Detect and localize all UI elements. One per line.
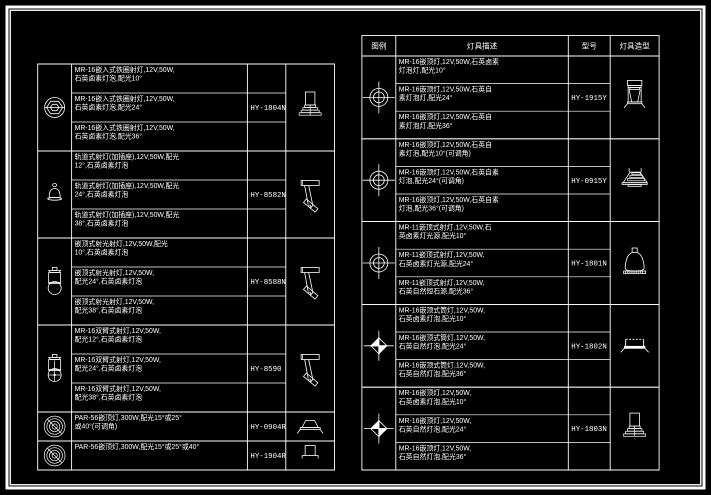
svg-text:轨道式射灯(加插座),12V,50W,配光: 轨道式射灯(加插座),12V,50W,配光 [75,181,180,190]
svg-text:PAR-56嵌顶灯,300W,配光15°或25°或40°: PAR-56嵌顶灯,300W,配光15°或25°或40° [75,442,200,451]
svg-text:MR-16嵌顶灯,12V,50W,石英自: MR-16嵌顶灯,12V,50W,石英自 [399,140,492,149]
svg-text:MR-11嵌顶式射灯,12V,50W,石: MR-11嵌顶式射灯,12V,50W,石 [399,223,492,232]
svg-text:配光24°,石英卤素灯泡: 配光24°,石英卤素灯泡 [75,277,143,286]
svg-text:MR-16嵌顶灯,12V,50W,石英自素: MR-16嵌顶灯,12V,50W,石英自素 [399,167,499,176]
svg-text:石英卤素灯泡,配光24°: 石英卤素灯泡,配光24° [75,103,143,112]
svg-text:HY-0915Y: HY-0915Y [571,178,607,186]
svg-text:MR-16嵌顶灯,12V,50W,石英自: MR-16嵌顶灯,12V,50W,石英自 [399,112,492,121]
svg-text:12°,石英卤素灯泡: 12°,石英卤素灯泡 [75,161,129,170]
svg-text:配光38°,石英卤素灯泡: 配光38°,石英卤素灯泡 [75,306,143,315]
svg-text:MR-16嵌顶灯,12V,50W,: MR-16嵌顶灯,12V,50W, [399,416,472,425]
svg-text:MR-16嵌顶式筒灯,12V,50W,: MR-16嵌顶式筒灯,12V,50W, [399,305,485,314]
svg-text:石英卤素灯泡,配光10°: 石英卤素灯泡,配光10° [399,397,467,406]
svg-text:MR-16嵌顶式筒灯,12V,50W,: MR-16嵌顶式筒灯,12V,50W, [399,333,485,342]
svg-text:石英自然灯泡,配光24°: 石英自然灯泡,配光24° [399,342,467,351]
svg-text:MR-16双臂式射灯,12V,50W,: MR-16双臂式射灯,12V,50W, [75,355,161,364]
svg-text:轨道式射灯(加插座),12V,50W,配光: 轨道式射灯(加插座),12V,50W,配光 [75,210,180,219]
svg-text:HY-8582N: HY-8582N [250,192,285,200]
svg-text:MR-16嵌顶灯,12V,50W,石英自: MR-16嵌顶灯,12V,50W,石英自 [399,85,492,94]
svg-text:石英卤素灯光源,配光24°: 石英卤素灯光源,配光24° [399,259,474,268]
svg-text:或40°(可调角): 或40°(可调角) [75,422,118,431]
svg-text:素灯泡灯,配光24°: 素灯泡灯,配光24° [399,93,453,102]
svg-text:英卤素灯光源,配光10°: 英卤素灯光源,配光10° [399,231,467,240]
svg-text:PAR-56嵌顶灯,300W,配光15°或25°: PAR-56嵌顶灯,300W,配光15°或25° [75,413,182,422]
svg-text:素灯泡灯,配光36°: 素灯泡灯,配光36° [399,121,453,130]
svg-text:MR-16双臂式射灯,12V,50W,: MR-16双臂式射灯,12V,50W, [75,384,161,393]
svg-text:MR-16嵌入式铁圈射灯,12V,50W,: MR-16嵌入式铁圈射灯,12V,50W, [75,123,175,132]
svg-text:MR-16嵌顶灯,12V,50W,石英自素: MR-16嵌顶灯,12V,50W,石英自素 [399,195,499,204]
svg-text:石英自然短石源,配光36°: 石英自然短石源,配光36° [399,286,474,295]
svg-text:石英卤素灯泡,配光10°: 石英卤素灯泡,配光10° [399,314,467,323]
svg-text:灯具造型: 灯具造型 [619,41,650,51]
svg-text:型号: 型号 [582,42,598,51]
svg-text:HY-1904R: HY-1904R [250,453,286,461]
svg-text:石英卤素灯泡,配光10°: 石英卤素灯泡,配光10° [75,74,143,83]
svg-text:MR-16双臂式射灯,12V,50W,: MR-16双臂式射灯,12V,50W, [75,326,161,335]
svg-text:HY-1803N: HY-1803N [571,426,606,434]
svg-text:轨道式射灯(加插座),12V,50W,配光: 轨道式射灯(加插座),12V,50W,配光 [75,152,180,161]
svg-text:灯泡灯,配光10°: 灯泡灯,配光10° [399,66,446,75]
svg-text:HY-8588N: HY-8588N [250,279,285,287]
svg-text:HY-8590: HY-8590 [250,366,281,374]
svg-text:10°,石英卤素灯泡: 10°,石英卤素灯泡 [75,248,129,257]
svg-text:石英卤素灯泡,配光36°: 石英卤素灯泡,配光36° [75,132,143,141]
svg-text:24°,石英卤素灯泡: 24°,石英卤素灯泡 [75,190,129,199]
svg-text:素灯泡,配光10°(可调角): 素灯泡,配光10°(可调角) [399,148,471,157]
svg-text:MR-16嵌顶灯,12V,50W,: MR-16嵌顶灯,12V,50W, [399,388,472,397]
svg-text:MR-16嵌顶式筒灯,12V,50W,: MR-16嵌顶式筒灯,12V,50W, [399,361,485,370]
svg-text:MR-16嵌顶灯,12V,50W,: MR-16嵌顶灯,12V,50W, [399,443,472,452]
svg-text:石英自然灯泡,配光24°: 石英自然灯泡,配光24° [399,424,467,433]
svg-text:HY-1802N: HY-1802N [571,343,606,351]
svg-text:MR-16嵌入式铁圈射灯,12V,50W,: MR-16嵌入式铁圈射灯,12V,50W, [75,94,175,103]
svg-text:配光38°,石英卤素灯泡: 配光38°,石英卤素灯泡 [75,393,143,402]
svg-text:MR-16嵌顶灯,12V,50W,石英卤素: MR-16嵌顶灯,12V,50W,石英卤素 [399,57,499,66]
svg-text:灯泡,配光36°(可调角): 灯泡,配光36°(可调角) [399,204,464,213]
svg-text:MR-11嵌顶式射灯,12V,50W,: MR-11嵌顶式射灯,12V,50W, [399,250,485,259]
svg-text:嵌顶式射光射灯,12V,50W,配光: 嵌顶式射光射灯,12V,50W,配光 [75,239,168,248]
svg-text:38°,石英卤素灯泡: 38°,石英卤素灯泡 [75,219,129,228]
svg-text:灯泡,配光24°(可调角): 灯泡,配光24°(可调角) [399,176,464,185]
svg-text:配光12°,石英卤素灯泡: 配光12°,石英卤素灯泡 [75,335,143,344]
svg-text:石英自然灯泡,配光36°: 石英自然灯泡,配光36° [399,452,467,461]
svg-text:MR-16嵌入式铁圈射灯,12V,50W,: MR-16嵌入式铁圈射灯,12V,50W, [75,65,175,74]
svg-text:配光24°,石英卤素灯泡: 配光24°,石英卤素灯泡 [75,364,143,373]
svg-text:MR-11嵌顶式射灯,12V,50W,: MR-11嵌顶式射灯,12V,50W, [399,278,485,287]
svg-text:灯具描述: 灯具描述 [467,41,498,51]
svg-text:嵌顶式射光射灯,12V,50W,: 嵌顶式射光射灯,12V,50W, [75,268,154,277]
svg-text:HY-1804N: HY-1804N [250,105,285,113]
svg-text:嵌顶式射光射灯,12V,50W,: 嵌顶式射光射灯,12V,50W, [75,297,154,306]
svg-text:石英自然灯泡,配光36°: 石英自然灯泡,配光36° [399,369,467,378]
svg-text:HY-1801N: HY-1801N [571,261,606,269]
svg-text:图例: 图例 [371,41,387,51]
svg-text:HY-0904R: HY-0904R [250,424,286,432]
svg-text:HY-1915Y: HY-1915Y [571,95,607,103]
